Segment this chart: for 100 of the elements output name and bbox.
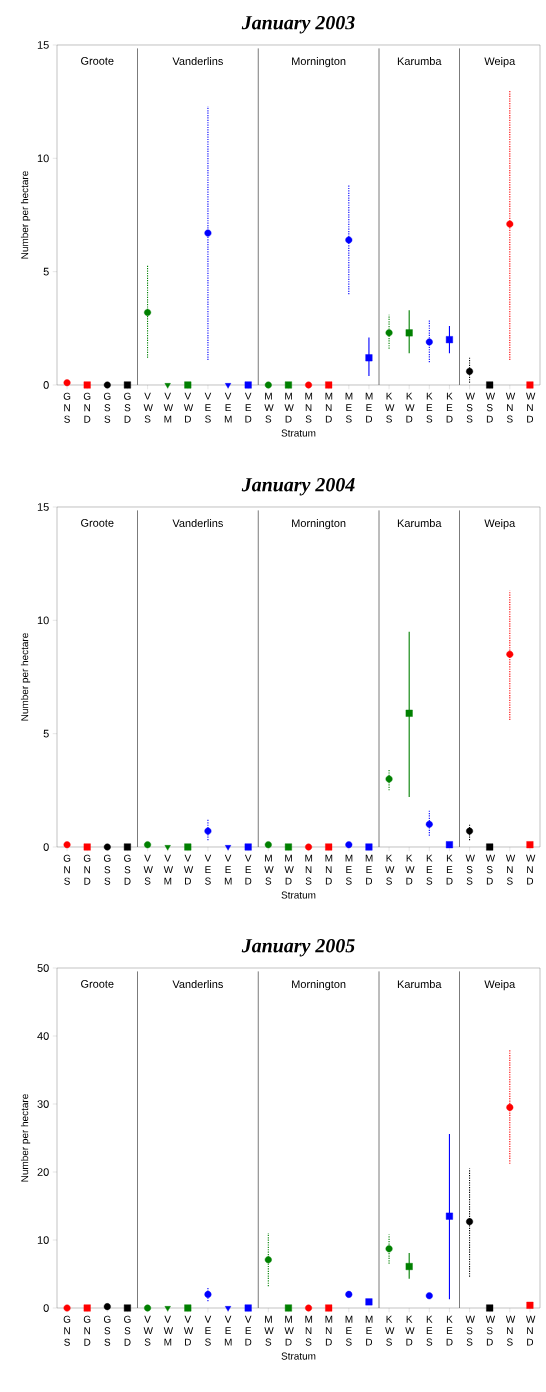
y-tick-label: 5 [43,729,49,738]
x-tick-label: M E D [365,1315,373,1346]
annotation: Groote [81,980,114,988]
point [486,1304,494,1312]
x-tick-label: K W D [405,854,415,885]
x-tick-label: M E D [365,854,373,885]
x-tick-label: K W D [405,392,415,423]
x-tick-label: G N S [63,392,71,423]
x-tick-label: M N S [305,392,313,423]
annotation: Karumba [397,980,442,989]
annotation: Mornington [292,519,346,530]
y-tick-label: 30 [37,1100,49,1108]
x-tick-label: V E S [204,854,212,885]
chart-title: January 2003 [241,15,355,34]
y-tick-label: 5 [43,267,49,276]
x-tick-label: G S D [124,392,131,423]
x-tick-label: V W M [163,854,174,885]
x-tick-label: G S S [103,392,111,423]
x-tick-label: W S S [465,1315,475,1346]
x-tick-label: M W D [284,1315,294,1346]
annotation: Mornington [292,980,346,991]
x-tick-label: K E D [446,854,453,885]
annotation: Groote [81,519,114,527]
x-tick-label: W S S [465,392,475,423]
x-tick-label: V W D [183,392,194,423]
y-tick-label: 10 [37,154,49,163]
x-tick-label: K E S [426,854,433,885]
x-tick-label: V W D [183,1315,194,1346]
x-tick-label: M E D [365,392,373,423]
x-tick-label: G S D [124,854,131,885]
x-tick-label: M E S [345,1315,353,1346]
x-tick-label: V E S [204,1315,212,1346]
point [103,381,111,389]
x-tick-label: V W S [143,1315,153,1346]
x-tick-label: M E S [345,392,353,423]
x-tick-label: V E M [224,392,232,423]
x-axis-title: Stratum [281,429,316,437]
y-tick-label: 20 [37,1168,49,1176]
x-tick-label: V W M [163,1315,174,1346]
x-tick-label: W N D [525,854,536,885]
y-tick-label: 15 [37,41,49,49]
annotation: Karumba [397,519,442,528]
point [466,367,474,375]
x-tick-label: V W M [163,392,174,423]
x-tick-label: M W S [264,392,274,423]
x-tick-label: W N S [505,1315,516,1346]
y-tick-label: 40 [37,1032,49,1040]
x-tick-label: W N D [525,1315,536,1346]
x-tick-label: W S D [485,854,496,885]
x-tick-label: V E D [244,1315,252,1346]
x-tick-label: G N D [83,392,91,423]
point [123,381,131,389]
x-tick-label: W N D [525,392,536,423]
annotation: Groote [81,57,114,65]
annotation: Vanderlins [172,980,223,989]
point [103,1303,111,1311]
x-tick-label: M E S [345,854,353,885]
x-tick-label: W N S [505,854,516,885]
point [123,843,131,851]
x-tick-label: K W S [385,392,395,423]
point [486,843,494,851]
x-tick-label: V E M [224,1315,232,1346]
x-tick-label: G S D [124,1315,131,1346]
y-tick-label: 50 [37,964,49,972]
x-tick-label: K E S [426,392,433,423]
x-tick-label: V E S [204,392,212,423]
x-tick-label: M N S [305,854,313,885]
point [123,1304,131,1312]
x-tick-label: M N S [305,1315,313,1346]
x-tick-label: V E D [244,854,252,885]
x-tick-label: M W S [264,854,274,885]
x-tick-label: W S D [485,392,496,423]
x-tick-label: M W D [284,854,294,885]
y-tick-label: 10 [37,1236,49,1244]
x-axis-title: Stratum [281,1352,316,1360]
x-tick-label: V W D [183,854,194,885]
x-tick-label: W N S [505,392,516,423]
x-tick-label: G N D [83,854,91,885]
x-tick-label: G S S [103,854,111,885]
y-axis-title: Number per hectare [20,171,31,259]
y-tick-label: 10 [37,616,49,625]
annotation: Vanderlins [172,57,223,66]
x-tick-label: K W S [385,854,395,885]
x-tick-label: G N D [83,1315,91,1346]
x-tick-label: K W S [385,1315,395,1346]
x-tick-label: M N D [325,1315,333,1346]
annotation: Weipa [484,519,516,530]
x-tick-label: M N D [325,392,333,423]
chart-title: January 2004 [241,477,355,496]
x-tick-label: K W D [405,1315,415,1346]
point [466,827,474,835]
y-tick-label: 0 [43,1304,49,1312]
annotation: Karumba [397,57,442,66]
x-tick-label: K E D [446,1315,453,1346]
x-tick-label: G S S [103,1315,111,1346]
x-tick-label: M W S [264,1315,274,1346]
annotation: Weipa [484,980,516,991]
x-tick-label: M N D [325,854,333,885]
y-axis-title: Number per hectare [20,633,31,721]
point [486,381,494,389]
